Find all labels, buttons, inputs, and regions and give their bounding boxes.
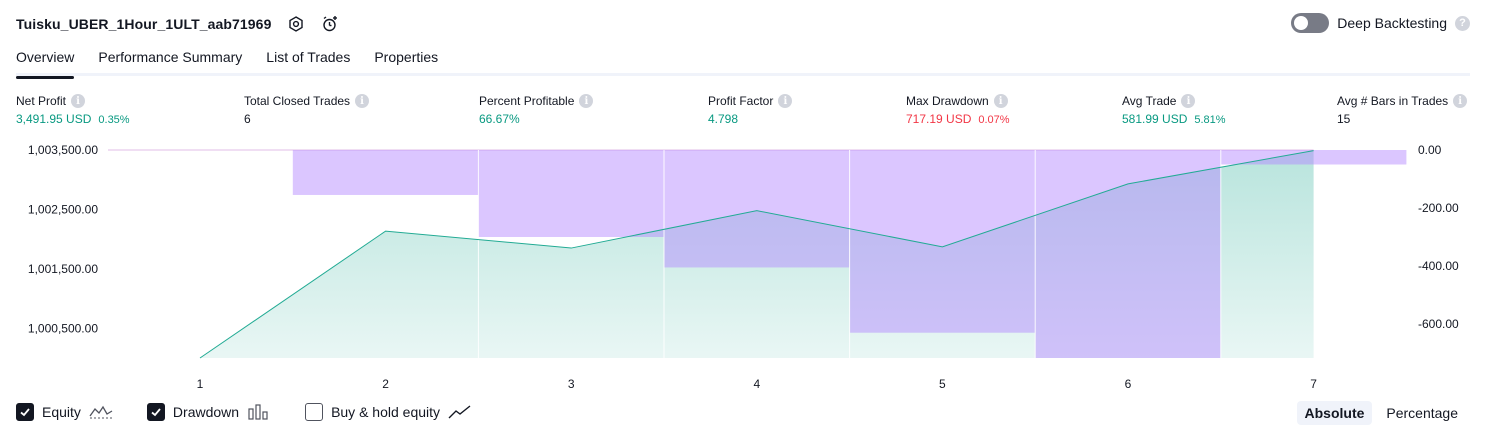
drawdown-bars-icon: [247, 404, 271, 420]
left-axis-tick-label: 1,003,500.00: [28, 143, 98, 157]
metric-value: 15: [1337, 112, 1351, 126]
metric-value: 581.99 USD: [1122, 112, 1188, 126]
add-alert-icon[interactable]: [321, 15, 339, 33]
settings-icon[interactable]: [287, 15, 305, 33]
x-axis-tick-label: 7: [1310, 377, 1317, 391]
metric-value: 4.798: [708, 112, 739, 126]
info-icon[interactable]: i: [579, 94, 594, 108]
metric-label: Avg # Bars in Trades: [1337, 94, 1449, 108]
metric-sub-value: 0.07%: [978, 114, 1010, 126]
legend-buy-hold-equity[interactable]: Buy & hold equity: [305, 403, 472, 421]
chart-legend: Equity Drawdown Buy & hold equity: [16, 403, 506, 421]
value-mode-switch: Absolute Percentage: [1296, 401, 1467, 425]
info-icon[interactable]: i: [71, 94, 86, 108]
deep-backtesting-label: Deep Backtesting: [1337, 15, 1447, 31]
metric-label: Net Profit: [16, 94, 67, 108]
drawdown-checkbox[interactable]: [146, 403, 165, 421]
x-axis-tick-label: 3: [568, 377, 575, 391]
help-icon[interactable]: ?: [1455, 15, 1470, 31]
deep-backtesting-toggle[interactable]: [1291, 13, 1330, 33]
metric-profit-factor: Profit Factor i 4.798: [708, 92, 793, 126]
strategy-title: Tuisku_UBER_1Hour_1ULT_aab71969: [16, 16, 272, 32]
percentage-mode-button[interactable]: Percentage: [1386, 405, 1458, 421]
x-axis-tick-label: 6: [1125, 377, 1132, 391]
right-axis-tick-label: -400.00: [1418, 259, 1459, 273]
legend-label: Buy & hold equity: [331, 404, 441, 420]
metric-value: 3,491.95 USD: [16, 112, 92, 126]
right-axis-tick-label: -200.00: [1418, 201, 1459, 215]
legend-label: Equity: [42, 404, 81, 420]
x-axis-tick-label: 5: [939, 377, 946, 391]
left-axis-tick-label: 1,000,500.00: [28, 321, 98, 335]
metric-avg-trade: Avg Trade i 581.99 USD 5.81%: [1122, 92, 1226, 126]
equity-drawdown-chart[interactable]: 1,003,500.00 1,002,500.00 1,001,500.00 1,00…: [0, 140, 1486, 396]
drawdown-bar: [664, 150, 850, 268]
drawdown-bar: [849, 150, 1036, 333]
tab-properties[interactable]: Properties: [374, 49, 439, 65]
legend-label: Drawdown: [172, 404, 240, 420]
metric-total-closed-trades: Total Closed Trades i 6: [244, 92, 370, 126]
drawdown-bar: [478, 150, 664, 238]
info-icon[interactable]: i: [778, 94, 793, 108]
info-icon[interactable]: i: [355, 94, 370, 108]
metric-label: Avg Trade: [1122, 94, 1177, 108]
tab-list-of-trades[interactable]: List of Trades: [266, 49, 351, 65]
metric-net-profit: Net Profit i 3,491.95 USD 0.35%: [16, 92, 130, 126]
strategy-header: Tuisku_UBER_1Hour_1ULT_aab71969: [16, 12, 339, 36]
info-icon[interactable]: i: [1453, 94, 1468, 108]
info-icon[interactable]: i: [993, 94, 1008, 108]
metric-label: Total Closed Trades: [244, 94, 351, 108]
metric-avg-bars-in-trades: Avg # Bars in Trades i 15: [1337, 92, 1468, 126]
equity-line: [199, 150, 1314, 359]
metrics-row: Net Profit i 3,491.95 USD 0.35% Total Clos…: [16, 92, 1470, 132]
metric-label: Max Drawdown: [906, 94, 989, 108]
metric-value: 6: [244, 112, 251, 126]
metric-label: Percent Profitable: [479, 94, 575, 108]
legend-equity[interactable]: Equity: [16, 403, 113, 421]
metric-sub-value: 5.81%: [1194, 114, 1226, 126]
metric-percent-profitable: Percent Profitable i 66.67%: [479, 92, 594, 126]
legend-drawdown[interactable]: Drawdown: [146, 403, 271, 421]
buy-hold-line-icon: [448, 404, 472, 420]
metric-max-drawdown: Max Drawdown i 717.19 USD 0.07%: [906, 92, 1010, 126]
x-axis-tick-label: 1: [197, 377, 204, 391]
equity-line-icon: [89, 404, 113, 420]
tab-performance-summary[interactable]: Performance Summary: [98, 49, 243, 65]
metric-value: 66.67%: [479, 112, 520, 126]
drawdown-bar: [1220, 150, 1407, 165]
buy-hold-checkbox[interactable]: [305, 403, 324, 421]
drawdown-bar: [1035, 150, 1221, 358]
metric-value: 717.19 USD: [906, 112, 972, 126]
report-tabs: Overview Performance Summary List of Tra…: [16, 46, 1470, 79]
x-axis-tick-label: 4: [753, 377, 760, 391]
left-axis-tick-label: 1,001,500.00: [28, 262, 98, 276]
drawdown-bar: [292, 150, 479, 195]
metric-label: Profit Factor: [708, 94, 774, 108]
left-axis-tick-label: 1,002,500.00: [28, 202, 98, 216]
right-axis-tick-label: -600.00: [1418, 317, 1459, 331]
right-axis-tick-label: 0.00: [1418, 143, 1442, 157]
info-icon[interactable]: i: [1181, 94, 1196, 108]
equity-checkbox[interactable]: [16, 403, 34, 421]
x-axis-tick-label: 2: [382, 377, 389, 391]
tab-overview[interactable]: Overview: [16, 46, 75, 79]
absolute-mode-button[interactable]: Absolute: [1296, 401, 1373, 425]
metric-sub-value: 0.35%: [98, 114, 130, 126]
deep-backtesting-control: Deep Backtesting ?: [1291, 13, 1470, 33]
